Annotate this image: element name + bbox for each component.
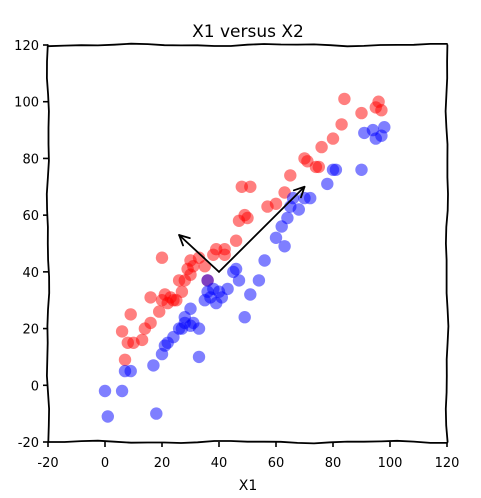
blue-point <box>269 231 283 244</box>
red-point <box>241 211 254 225</box>
x-tick-label: 80 <box>325 456 342 471</box>
blue-point <box>150 407 163 420</box>
y-tick-label: -20 <box>18 436 39 451</box>
blue-point <box>321 177 334 191</box>
red-point <box>218 243 231 256</box>
annotation-arrow-1 <box>218 185 306 273</box>
blue-point <box>229 262 243 276</box>
red-point <box>153 305 166 318</box>
blue-point <box>124 364 137 378</box>
red-point <box>135 333 149 347</box>
x-tick-label: 60 <box>268 456 285 471</box>
y-tick-label: 80 <box>22 152 39 167</box>
red-point <box>312 160 325 174</box>
blue-point <box>329 163 343 176</box>
red-point <box>144 291 157 304</box>
red-point <box>235 180 248 193</box>
blue-point <box>355 163 368 176</box>
red-point <box>335 118 348 131</box>
red-point <box>229 234 243 247</box>
frame-bottom <box>47 439 448 445</box>
data-points <box>98 92 391 423</box>
chart-title: X1 versus X2 <box>192 22 304 42</box>
red-point <box>124 308 137 321</box>
red-point <box>155 251 169 264</box>
blue-point <box>281 211 294 225</box>
red-point <box>198 260 211 273</box>
red-point <box>244 180 257 193</box>
red-point <box>338 92 351 106</box>
blue-point <box>221 282 234 296</box>
red-point <box>269 197 283 210</box>
y-tick-label: 0 <box>31 379 39 394</box>
x-axis-ticks: -20 0 20 40 60 80 100 120 <box>37 442 459 471</box>
red-point <box>315 140 328 154</box>
x-tick-label: 120 <box>435 456 460 471</box>
blue-point <box>232 274 246 287</box>
x-tick-label: 100 <box>378 456 403 471</box>
blue-point <box>258 254 271 267</box>
red-point <box>284 169 297 182</box>
x-tick-label: 0 <box>101 456 109 471</box>
frame-left <box>45 44 51 443</box>
x-tick-label: -20 <box>37 456 58 471</box>
blue-point <box>115 384 129 398</box>
red-point <box>375 104 388 117</box>
red-point <box>118 353 132 366</box>
annotation-arrows <box>178 185 306 273</box>
y-tick-label: 120 <box>14 39 39 54</box>
red-point <box>115 325 129 338</box>
annotation-arrow-2 <box>178 234 220 273</box>
blue-point <box>192 322 206 335</box>
blue-point <box>147 359 160 372</box>
plot-frame <box>45 42 450 445</box>
blue-point <box>292 203 305 216</box>
y-tick-label: 40 <box>22 266 39 281</box>
y-axis-ticks: -20 0 20 40 60 80 100 120 <box>14 39 48 451</box>
y-tick-label: 100 <box>14 96 39 111</box>
x-tick-label: 20 <box>154 456 171 471</box>
blue-point <box>244 288 257 301</box>
y-tick-label: 20 <box>22 323 39 338</box>
blue-point <box>278 240 291 253</box>
y-tick-label: 60 <box>22 209 39 224</box>
x-tick-label: 40 <box>211 456 228 471</box>
blue-point <box>192 350 206 364</box>
red-point <box>326 132 340 145</box>
blue-point <box>238 311 251 324</box>
frame-right <box>444 44 450 443</box>
red-point <box>175 285 189 298</box>
blue-point <box>98 384 112 398</box>
blue-point <box>184 302 197 315</box>
blue-point <box>252 274 266 287</box>
blue-point <box>304 191 317 205</box>
red-point <box>355 106 368 120</box>
frame-top <box>47 42 448 48</box>
blue-point <box>378 121 391 134</box>
x-axis-label: X1 <box>239 478 258 494</box>
blue-point <box>101 410 115 423</box>
red-point <box>144 316 157 330</box>
